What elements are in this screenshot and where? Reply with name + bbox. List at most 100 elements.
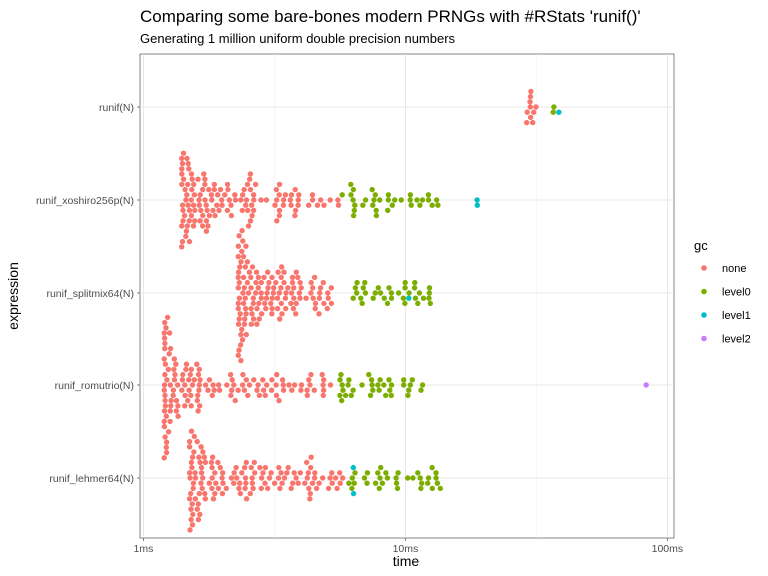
- data-point-none: [276, 290, 282, 296]
- data-point-none: [236, 279, 242, 286]
- data-point-none: [202, 197, 208, 203]
- data-point-none: [190, 511, 196, 518]
- data-point-level0: [405, 475, 411, 481]
- data-point-none: [212, 490, 218, 497]
- data-point-none: [313, 485, 320, 492]
- data-point-level0: [388, 382, 395, 388]
- y-tick-label: runif_lehmer64(N): [49, 473, 134, 485]
- data-point-none: [179, 166, 185, 172]
- data-point-none: [202, 176, 208, 182]
- data-point-none: [202, 181, 208, 188]
- data-point-none: [253, 279, 259, 286]
- data-point-level0: [376, 387, 382, 393]
- data-point-level0: [433, 470, 439, 476]
- data-point-none: [291, 285, 297, 291]
- data-point-none: [162, 345, 168, 352]
- data-point-none: [251, 459, 257, 466]
- legend-key-level1: [701, 312, 707, 318]
- data-point-none: [210, 382, 216, 388]
- data-point-none: [209, 454, 216, 460]
- data-point-none: [263, 197, 270, 203]
- data-point-none: [304, 392, 310, 399]
- data-point-none: [229, 387, 235, 393]
- data-point-level0: [381, 295, 387, 301]
- data-point-level0: [339, 382, 345, 388]
- data-point-level0: [434, 480, 441, 486]
- data-point-none: [241, 285, 247, 291]
- data-point-level0: [417, 202, 423, 208]
- data-point-level0: [372, 192, 378, 198]
- data-point-none: [295, 480, 301, 486]
- data-point-none: [162, 319, 168, 326]
- data-point-none: [298, 387, 304, 393]
- data-point-none: [317, 285, 324, 291]
- data-point-none: [295, 202, 301, 208]
- data-point-none: [328, 300, 335, 307]
- data-point-none: [203, 218, 210, 224]
- data-point-none: [237, 342, 244, 348]
- data-point-none: [188, 366, 194, 373]
- data-point-none: [168, 403, 174, 409]
- data-point-none: [270, 290, 277, 296]
- data-point-level0: [375, 470, 381, 476]
- data-point-none: [165, 429, 172, 435]
- data-point-none: [182, 392, 188, 399]
- data-point-none: [247, 176, 253, 182]
- data-point-level0: [372, 480, 379, 486]
- data-point-none: [279, 311, 285, 317]
- data-point-none: [269, 311, 275, 317]
- data-point-none: [316, 480, 322, 486]
- data-point-none: [241, 321, 248, 327]
- data-point-none: [235, 321, 242, 327]
- data-point-level0: [417, 475, 423, 481]
- data-point-none: [274, 295, 281, 301]
- data-point-level0: [381, 382, 387, 388]
- data-point-none: [204, 207, 210, 214]
- data-point-level0: [416, 290, 423, 296]
- data-point-level0: [427, 300, 433, 307]
- data-point-none: [241, 464, 248, 471]
- data-point-none: [188, 212, 195, 219]
- legend-key-level2: [701, 335, 707, 342]
- data-point-none: [242, 264, 248, 270]
- data-point-none: [188, 516, 194, 523]
- data-point-level0: [389, 202, 395, 208]
- data-point-none: [337, 480, 343, 486]
- y-tick-label: runif_romutrio(N): [55, 380, 134, 392]
- data-point-none: [235, 285, 241, 291]
- data-point-none: [189, 522, 196, 528]
- data-point-none: [280, 382, 286, 388]
- data-point-none: [237, 490, 244, 497]
- data-point-level0: [405, 392, 411, 399]
- data-point-none: [240, 300, 247, 307]
- data-point-none: [201, 454, 208, 460]
- data-point-none: [232, 197, 239, 203]
- legend-label: level2: [722, 334, 751, 346]
- data-point-none: [189, 176, 195, 182]
- data-point-none: [291, 295, 297, 301]
- data-point-level0: [350, 186, 357, 193]
- data-point-none: [291, 470, 297, 476]
- data-point-none: [163, 413, 169, 419]
- data-point-none: [186, 444, 193, 450]
- data-point-none: [239, 326, 245, 333]
- data-point-level0: [384, 475, 391, 481]
- data-point-none: [211, 186, 217, 193]
- data-point-none: [248, 285, 254, 291]
- data-point-none: [216, 207, 222, 214]
- data-point-none: [268, 470, 274, 476]
- data-point-none: [238, 259, 244, 265]
- data-point-level0: [429, 464, 435, 471]
- data-point-none: [255, 285, 261, 291]
- data-point-none: [202, 490, 208, 497]
- data-point-none: [258, 279, 264, 286]
- data-point-none: [256, 392, 263, 399]
- data-point-none: [527, 114, 534, 121]
- data-point-none: [219, 197, 225, 203]
- data-point-none: [219, 475, 225, 481]
- data-point-none: [190, 485, 196, 492]
- data-point-none: [161, 382, 168, 388]
- data-point-none: [198, 464, 205, 471]
- data-point-none: [290, 305, 297, 312]
- data-point-none: [243, 331, 249, 338]
